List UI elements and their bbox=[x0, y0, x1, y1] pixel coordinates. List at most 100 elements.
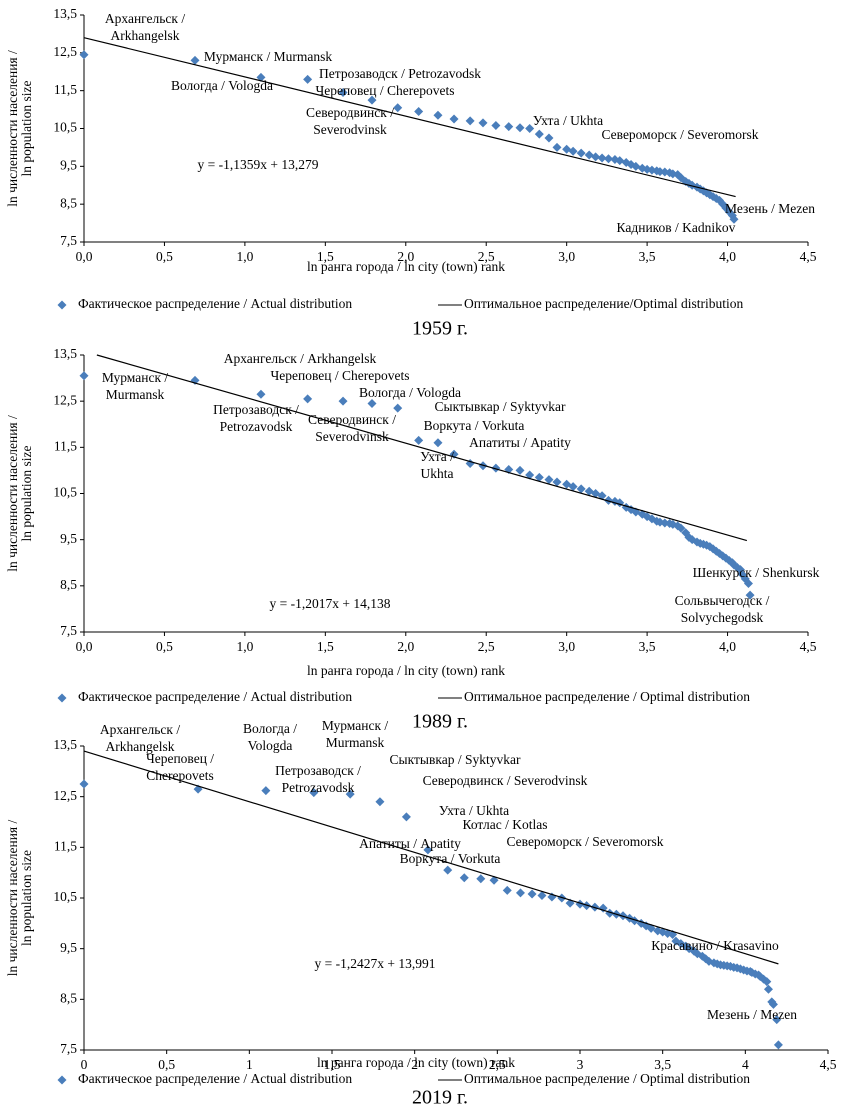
legend-label: Фактическое распределение / Actual distr… bbox=[78, 689, 352, 704]
legend-marker bbox=[57, 693, 67, 703]
data-point bbox=[414, 435, 424, 445]
y-tick-label: 12,5 bbox=[53, 392, 77, 407]
x-tick-label: 2,5 bbox=[478, 249, 495, 264]
data-point bbox=[345, 789, 355, 799]
data-point bbox=[449, 114, 459, 124]
data-point bbox=[303, 394, 313, 404]
data-point bbox=[79, 50, 89, 60]
data-point bbox=[476, 874, 486, 884]
city-label: Мурманск / Murmansk bbox=[204, 49, 332, 64]
x-tick-label: 3,0 bbox=[558, 639, 575, 654]
data-point bbox=[544, 133, 554, 143]
city-label: Solvychegodsk bbox=[681, 610, 764, 625]
data-point bbox=[79, 371, 89, 381]
x-tick-label: 2 bbox=[411, 1057, 418, 1072]
city-label: Апатиты / Apatity bbox=[359, 836, 461, 851]
data-point bbox=[459, 873, 469, 883]
y-tick-label: 11,5 bbox=[54, 838, 77, 853]
x-axis-title: ln ранга города / ln city (town) rank bbox=[307, 259, 505, 274]
x-tick-label: 1,0 bbox=[236, 249, 253, 264]
y-tick-label: 9,5 bbox=[60, 531, 77, 546]
trend-line bbox=[83, 37, 736, 198]
data-point bbox=[309, 788, 319, 798]
data-point bbox=[367, 95, 377, 105]
city-label: Воркута / Vorkuta bbox=[424, 418, 525, 433]
city-label: Вологда / Vologda bbox=[359, 385, 461, 400]
data-point bbox=[433, 438, 443, 448]
data-point bbox=[568, 482, 578, 492]
y-tick-label: 13,5 bbox=[53, 346, 77, 361]
city-label: Североморск / Severomorsk bbox=[601, 127, 758, 142]
data-point bbox=[773, 1040, 783, 1050]
x-tick-label: 0 bbox=[81, 1057, 88, 1072]
data-point bbox=[367, 398, 377, 408]
city-label: Severodvinsk bbox=[315, 429, 389, 444]
data-point bbox=[527, 889, 537, 899]
city-label: Петрозаводск / Petrozavodsk bbox=[319, 66, 481, 81]
data-point bbox=[414, 106, 424, 116]
data-point bbox=[676, 523, 686, 533]
city-label: Cherepovets bbox=[146, 768, 213, 783]
y-tick-label: 7,5 bbox=[60, 623, 77, 638]
x-axis-title: ln ранга города / ln city (town) rank bbox=[307, 663, 505, 678]
city-label: Архангельск / Arkhangelsk bbox=[224, 351, 377, 366]
data-point bbox=[338, 88, 348, 98]
data-point bbox=[515, 465, 525, 475]
data-point bbox=[478, 118, 488, 128]
chart-caption: 1959 г. bbox=[412, 318, 468, 340]
trend-line bbox=[96, 354, 748, 542]
data-point bbox=[375, 797, 385, 807]
data-point bbox=[303, 74, 313, 84]
city-label: Череповец / bbox=[146, 751, 214, 766]
trend-line bbox=[83, 750, 779, 965]
legend-marker bbox=[57, 300, 67, 310]
city-label: Vologda bbox=[248, 738, 293, 753]
equation: y = -1,2017x + 14,138 bbox=[270, 596, 391, 611]
data-point bbox=[534, 472, 544, 482]
city-label: Петрозаводск / bbox=[275, 763, 361, 778]
y-axis-title: ln population size bbox=[19, 850, 34, 946]
x-tick-label: 1,5 bbox=[317, 639, 334, 654]
equation: y = -1,1359x + 13,279 bbox=[198, 157, 319, 172]
data-point bbox=[433, 110, 443, 120]
x-tick-label: 0,0 bbox=[76, 249, 93, 264]
x-tick-label: 3 bbox=[577, 1057, 584, 1072]
data-point bbox=[504, 122, 514, 132]
x-tick-label: 2,5 bbox=[489, 1057, 506, 1072]
x-tick-label: 0,5 bbox=[156, 639, 173, 654]
city-label: Петрозаводск / bbox=[213, 402, 299, 417]
y-axis-title: ln численности населения / bbox=[5, 415, 20, 572]
city-label: Красавино / Krasavino bbox=[651, 938, 779, 953]
x-tick-label: 1,0 bbox=[236, 639, 253, 654]
x-tick-label: 2,0 bbox=[397, 639, 414, 654]
chart-caption: 1989 г. bbox=[412, 711, 468, 733]
y-tick-label: 13,5 bbox=[53, 6, 77, 21]
data-point bbox=[256, 389, 266, 399]
x-tick-label: 2,0 bbox=[397, 249, 414, 264]
data-point bbox=[537, 890, 547, 900]
x-tick-label: 4,5 bbox=[800, 249, 817, 264]
data-point bbox=[443, 865, 453, 875]
data-point bbox=[502, 885, 512, 895]
data-point bbox=[631, 161, 641, 171]
city-label: Мезень / Mezen bbox=[707, 1007, 797, 1022]
data-point bbox=[743, 579, 753, 589]
city-label: Череповец / Cherepovets bbox=[271, 368, 410, 383]
legend-marker bbox=[57, 1075, 67, 1085]
y-tick-label: 12,5 bbox=[53, 44, 77, 59]
data-point bbox=[768, 999, 778, 1009]
city-label: Кадников / Kadnikov bbox=[617, 220, 736, 235]
data-point bbox=[745, 590, 755, 600]
city-label: Воркута / Vorkuta bbox=[400, 851, 501, 866]
data-point bbox=[552, 142, 562, 152]
y-tick-label: 9,5 bbox=[60, 940, 77, 955]
data-point bbox=[515, 888, 525, 898]
data-point bbox=[525, 124, 535, 133]
data-point bbox=[576, 148, 586, 158]
x-tick-label: 1,5 bbox=[317, 249, 334, 264]
x-tick-label: 3,5 bbox=[639, 249, 656, 264]
x-axis-title: ln ранга города / ln city (town) rank bbox=[317, 1055, 515, 1070]
data-point bbox=[603, 154, 613, 164]
data-point bbox=[261, 786, 271, 796]
y-tick-label: 7,5 bbox=[60, 1041, 77, 1056]
